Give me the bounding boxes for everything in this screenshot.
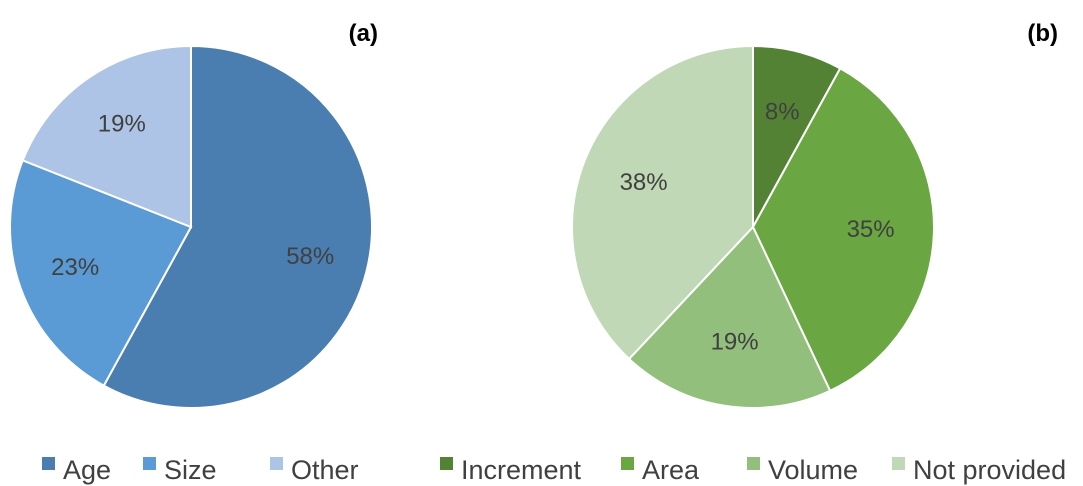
pie-b-data-label-increment: 8%	[765, 98, 800, 125]
pie-a-data-label-age: 58%	[286, 243, 334, 270]
legend-a-swatch-size	[143, 457, 156, 470]
legend-a-swatch-other	[270, 457, 283, 470]
legend-b-swatch-increment	[440, 457, 453, 470]
legend-b-label-not-provided: Not provided	[913, 455, 1066, 485]
legend-a-label-size: Size	[164, 455, 217, 485]
legend-b-label-area: Area	[642, 455, 700, 485]
pie-a-slices	[10, 46, 372, 408]
legend-b-swatch-volume	[747, 457, 760, 470]
legend-b-swatch-area	[621, 457, 634, 470]
legend-b: Increment Area Volume Not provided	[440, 455, 1066, 485]
pie-b-data-label-volume: 19%	[711, 329, 759, 356]
pie-a-data-label-other: 19%	[98, 111, 146, 138]
pie-chart-b: (b) 8% 35% 19% 38% Increment Area Volume Not p…	[440, 20, 1066, 485]
pie-b-data-label-not-provided: 38%	[620, 169, 668, 196]
legend-b-label-volume: Volume	[768, 455, 858, 485]
pie-a-data-label-size: 23%	[51, 254, 99, 281]
panel-label-a: (a)	[349, 20, 378, 47]
legend-a-swatch-age	[42, 457, 55, 470]
legend-b-swatch-not-provided	[892, 457, 905, 470]
legend-a-label-other: Other	[291, 455, 359, 485]
legend-b-label-increment: Increment	[461, 455, 582, 485]
legend-a-label-age: Age	[63, 455, 111, 485]
pie-chart-a: (a) 58% 23% 19% Age Size Other	[10, 20, 378, 485]
legend-a: Age Size Other	[42, 455, 359, 485]
panel-label-b: (b)	[1027, 20, 1058, 47]
pie-b-data-label-area: 35%	[847, 216, 895, 243]
